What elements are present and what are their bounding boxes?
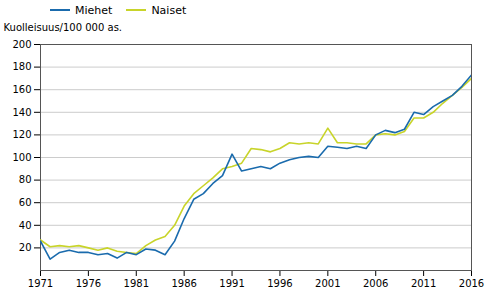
svg-text:180: 180 — [12, 61, 31, 72]
svg-text:Kuolleisuus/100 000 as.: Kuolleisuus/100 000 as. — [4, 22, 123, 33]
svg-text:2006: 2006 — [363, 278, 388, 289]
svg-text:100: 100 — [12, 152, 31, 163]
svg-text:1986: 1986 — [171, 278, 196, 289]
svg-text:1991: 1991 — [219, 278, 244, 289]
svg-text:140: 140 — [12, 107, 31, 118]
svg-text:60: 60 — [19, 197, 32, 208]
svg-text:1971: 1971 — [28, 278, 53, 289]
html-text:Naiset: Naiset — [151, 3, 187, 17]
svg-text:40: 40 — [19, 220, 32, 231]
svg-text:1981: 1981 — [124, 278, 149, 289]
html-text:Miehet: Miehet — [75, 3, 113, 17]
svg-text:160: 160 — [12, 84, 31, 95]
svg-text:2001: 2001 — [315, 278, 340, 289]
svg-text:80: 80 — [19, 174, 32, 185]
svg-text:1976: 1976 — [76, 278, 101, 289]
svg-text:2011: 2011 — [411, 278, 436, 289]
svg-text:200: 200 — [12, 39, 31, 50]
svg-text:1996: 1996 — [267, 278, 292, 289]
svg-text:2016: 2016 — [459, 278, 484, 289]
svg-text:120: 120 — [12, 129, 31, 140]
svg-text:20: 20 — [19, 242, 32, 253]
